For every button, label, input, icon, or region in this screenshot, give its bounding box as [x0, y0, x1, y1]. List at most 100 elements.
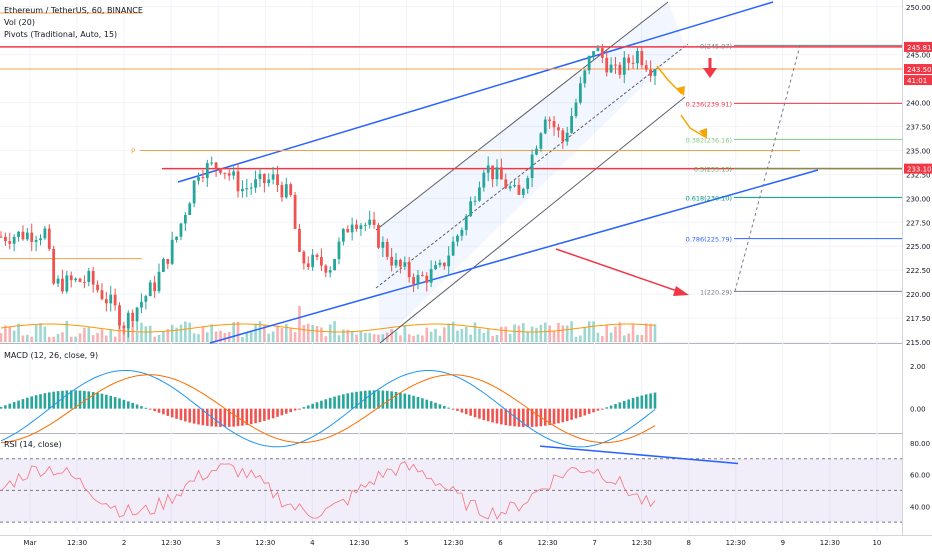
- channel-fill: [376, 2, 685, 343]
- candle-body: [377, 224, 380, 248]
- macd-legend[interactable]: MACD (12, 26, close, 9): [4, 351, 99, 360]
- candle-body: [653, 69, 657, 76]
- macd-histogram-bar: [276, 408, 279, 417]
- macd-histogram-bar: [118, 398, 121, 409]
- candle-body: [530, 154, 534, 179]
- price-tick-label: 225.00: [906, 243, 931, 251]
- macd-histogram-bar: [570, 408, 573, 420]
- macd-histogram-bar: [517, 408, 521, 427]
- volume-bar: [486, 329, 490, 342]
- candle-body: [118, 305, 121, 326]
- macd-histogram-bar: [285, 408, 288, 414]
- candle-body: [425, 275, 429, 283]
- candle-body: [596, 48, 600, 52]
- price-badge: [904, 163, 932, 174]
- candle-body: [557, 127, 560, 131]
- candle-body: [605, 57, 609, 73]
- macd-histogram-bar: [394, 391, 398, 409]
- candle-body: [245, 188, 249, 190]
- macd-histogram-bar: [0, 406, 3, 409]
- volume-bar: [434, 328, 437, 342]
- macd-histogram-bar: [227, 408, 231, 427]
- candle-body: [438, 262, 442, 266]
- candle-body: [482, 172, 486, 188]
- candle-body: [91, 271, 95, 285]
- candle-body: [43, 228, 47, 239]
- volume-bar: [425, 327, 429, 342]
- candle-body: [61, 278, 64, 292]
- macd-histogram-bar: [179, 408, 183, 421]
- candle-body: [583, 70, 587, 84]
- volume-bar: [355, 334, 358, 342]
- pivots-legend[interactable]: Pivots (Traditional, Auto, 15): [4, 30, 118, 39]
- candle-body: [214, 162, 218, 169]
- time-tick-label: 12:30: [726, 539, 746, 547]
- macd-histogram-bar: [175, 408, 178, 419]
- volume-bar: [26, 334, 29, 342]
- candle-body: [170, 239, 174, 264]
- candle-body: [3, 236, 7, 242]
- price-badge: [904, 64, 932, 75]
- macd-histogram-bar: [214, 408, 218, 427]
- candle-body: [504, 179, 508, 189]
- macd-histogram-bar: [609, 405, 613, 409]
- candle-body: [614, 64, 617, 66]
- macd-histogram-bar: [561, 408, 565, 423]
- candle-body: [306, 263, 310, 268]
- price-tick-label: 215.00: [906, 339, 931, 347]
- candle-body: [100, 290, 104, 300]
- volume-bar: [609, 332, 613, 342]
- time-tick-label: 8: [686, 539, 690, 547]
- time-tick-label: 4: [310, 539, 315, 547]
- macd-histogram-bar: [140, 406, 143, 409]
- macd-histogram-bar: [407, 394, 411, 409]
- candle-body: [34, 240, 38, 242]
- fib-level-label: 0.786(225.79): [686, 236, 732, 244]
- volume-bar: [504, 326, 508, 342]
- time-tick-label: 12:30: [255, 539, 275, 547]
- macd-histogram-bar: [74, 390, 77, 409]
- symbol-legend[interactable]: Ethereum / TetherUS, 60, BINANCE: [4, 6, 143, 15]
- candle-body: [254, 179, 257, 188]
- macd-histogram-bar: [4, 405, 7, 409]
- volume-legend[interactable]: Vol (20): [4, 18, 35, 27]
- volume-bar: [614, 326, 617, 342]
- macd-histogram-bar: [87, 391, 91, 409]
- red-diagonal-arrowhead: [673, 286, 689, 296]
- volume-bar: [478, 328, 481, 342]
- volume-bar: [390, 329, 393, 342]
- macd-histogram-bar: [162, 408, 165, 415]
- macd-histogram-bar: [552, 408, 556, 425]
- rsi-legend[interactable]: RSI (14, close): [4, 440, 62, 449]
- volume-bar: [267, 333, 271, 342]
- candle-body: [188, 203, 192, 215]
- volume-bar: [74, 336, 77, 342]
- volume-bar: [368, 333, 371, 342]
- volume-bar: [377, 334, 380, 342]
- macd-histogram-bar: [43, 393, 47, 409]
- volume-bar: [596, 332, 600, 342]
- volume-bar: [21, 335, 25, 342]
- volume-bar: [557, 323, 560, 342]
- macd-histogram-bar: [219, 408, 222, 427]
- candle-body: [122, 325, 126, 329]
- volume-bar: [236, 321, 240, 342]
- macd-histogram-bar: [526, 408, 530, 427]
- macd-histogram-bar: [416, 396, 420, 409]
- candle-body: [399, 259, 402, 267]
- candle-body: [56, 278, 60, 284]
- time-tick-label: 6: [498, 539, 503, 547]
- volume-bars: [0, 306, 657, 342]
- candle-body: [526, 178, 530, 189]
- candle-body: [499, 167, 503, 180]
- macd-histogram-bar: [482, 408, 486, 421]
- candle-body: [280, 185, 284, 198]
- candle-body: [0, 236, 3, 238]
- macd-histogram-bar: [372, 390, 376, 409]
- orange-arrow-2: [680, 114, 706, 138]
- candle-body: [486, 165, 490, 173]
- volume-bar: [530, 326, 534, 342]
- candle-body: [210, 162, 214, 164]
